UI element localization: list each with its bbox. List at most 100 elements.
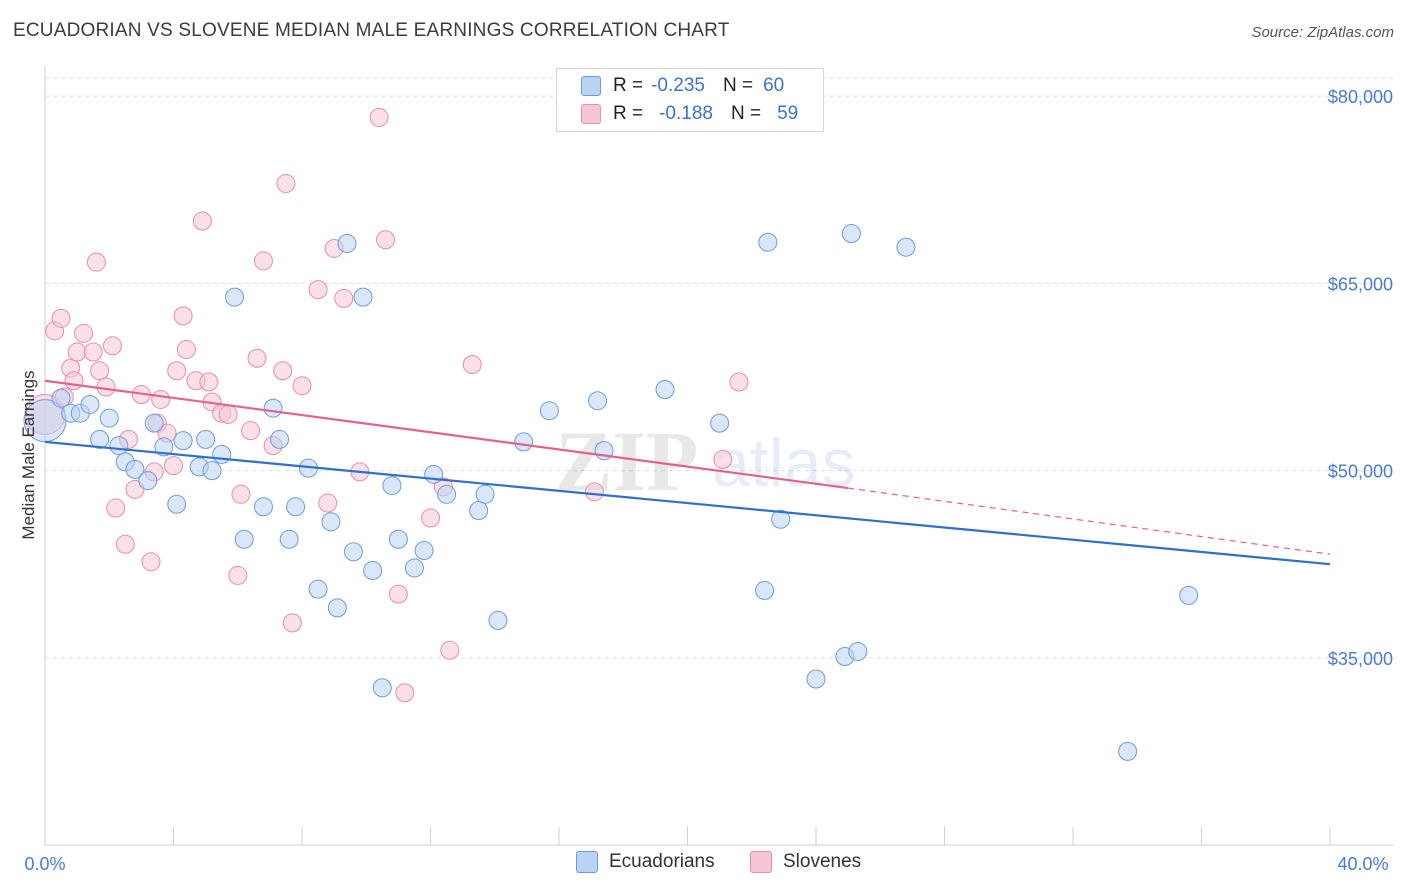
ecuadorian-point — [212, 444, 232, 464]
ecuadorian-point — [424, 464, 444, 484]
slovene-point — [253, 251, 273, 271]
ecuadorian-point — [286, 497, 306, 517]
ecuadorian-point — [80, 394, 100, 414]
slovene-point — [199, 372, 219, 392]
y-tick-label: $50,000 — [1328, 462, 1393, 482]
slovene-point — [241, 421, 261, 441]
slovene-point — [176, 340, 196, 360]
series-legend: Ecuadorians Slovenes — [0, 851, 1406, 877]
slovene-point — [292, 376, 312, 396]
ecuadorian-point — [382, 476, 402, 496]
ecuadorian-point — [321, 512, 341, 532]
slovene-point — [228, 565, 248, 585]
ecuadorian-point — [99, 408, 119, 428]
r-label: R = — [613, 103, 644, 124]
slovene-point — [462, 355, 482, 375]
ecuadorian-point — [437, 484, 457, 504]
r-value: -0.188 — [659, 103, 713, 124]
ecuadorian-point — [404, 558, 424, 578]
y-tick-label: $80,000 — [1328, 87, 1393, 107]
ecuadorians-trend-line — [44, 440, 1331, 566]
slovene-point — [167, 361, 187, 381]
ecuadorian-point — [353, 287, 373, 307]
slovene-point — [440, 640, 460, 660]
ecuadorian-point — [196, 429, 216, 449]
slovene-point — [713, 449, 733, 469]
slovene-point — [376, 230, 396, 250]
ecuadorian-point — [469, 501, 489, 521]
slovene-point — [395, 683, 415, 703]
ecuadorian-point — [488, 610, 508, 630]
n-label: N = — [730, 103, 762, 124]
chart-title: ECUADORIAN VS SLOVENE MEDIAN MALE EARNIN… — [13, 20, 730, 41]
y-tick-label: $65,000 — [1328, 274, 1393, 294]
ecuadorian-point — [234, 529, 254, 549]
ecuadorian-point — [167, 494, 187, 514]
n-value: 59 — [777, 103, 799, 124]
ecuadorian-point — [154, 437, 174, 457]
legend-row-slovenes: R = -0.188 N = 59 — [581, 102, 798, 126]
n-label: N = — [722, 75, 754, 96]
ecuadorian-point — [539, 401, 559, 421]
slovene-point — [231, 484, 251, 504]
ecuadorian-point — [806, 669, 826, 689]
ecuadorian-point — [841, 223, 861, 243]
ecuadorian-point — [758, 232, 778, 252]
r-value: -0.235 — [651, 75, 705, 96]
slovene-point — [102, 336, 122, 356]
slovene-point — [106, 498, 126, 518]
correlation-legend: R = -0.235 N = 60 R = -0.188 N = 59 — [556, 68, 824, 132]
ecuadorian-point — [414, 540, 434, 560]
ecuadorian-point — [202, 461, 222, 481]
slovene-point — [308, 280, 328, 300]
ecuadorian-point — [173, 431, 193, 451]
slovene-point — [86, 252, 106, 272]
ecuadorian-point — [279, 529, 299, 549]
trend-lines — [44, 379, 1331, 566]
ecuadorian-point — [90, 429, 110, 449]
slovene-point — [173, 306, 193, 326]
ecuadorian-point — [327, 598, 347, 618]
ecuadorian-point — [388, 529, 408, 549]
pink-swatch — [750, 851, 772, 873]
ecuadorian-point — [308, 579, 328, 599]
pink-swatch — [581, 104, 601, 124]
legend-item-ecuadorians[interactable]: Ecuadorians — [576, 851, 715, 873]
ecuadorian-point — [144, 413, 164, 433]
x-tick-label: 40.0% — [1337, 854, 1388, 874]
ecuadorian-point — [337, 233, 357, 253]
slovene-point — [273, 361, 293, 381]
slovene-point — [276, 174, 296, 194]
ecuadorian-point — [1118, 741, 1138, 761]
r-label: R = — [613, 75, 644, 96]
source-credit: Source: ZipAtlas.com — [1251, 24, 1394, 41]
n-value: 60 — [763, 75, 785, 96]
axes — [44, 66, 1393, 846]
ecuadorian-point — [896, 237, 916, 257]
ecuadorian-point — [109, 436, 129, 456]
slovene-point — [115, 534, 135, 554]
slovene-point — [74, 323, 94, 343]
x-tick-label: 0.0% — [24, 854, 65, 874]
slovene-point — [164, 456, 183, 476]
ecuadorian-point — [343, 542, 363, 562]
ecuadorian-point — [253, 497, 273, 517]
watermark-zip: ZIP — [555, 413, 698, 509]
ecuadorian-point — [1179, 585, 1199, 605]
slovene-point — [141, 552, 161, 572]
ecuadorian-point — [363, 560, 383, 580]
slovene-point — [334, 288, 354, 308]
ecuadorian-point — [475, 484, 495, 504]
ecuadorian-point — [263, 398, 283, 418]
slovene-point — [83, 342, 103, 362]
blue-swatch — [576, 851, 598, 873]
ecuadorian-point — [138, 471, 158, 491]
legend-item-slovenes[interactable]: Slovenes — [750, 851, 861, 873]
slovene-point — [247, 348, 267, 368]
legend-row-ecuadorians: R = -0.235 N = 60 — [581, 74, 784, 98]
ecuadorian-point — [848, 642, 868, 662]
watermark: ZIP atlas — [555, 413, 856, 509]
slovene-point — [151, 389, 171, 409]
legend-label: Ecuadorians — [609, 851, 715, 872]
